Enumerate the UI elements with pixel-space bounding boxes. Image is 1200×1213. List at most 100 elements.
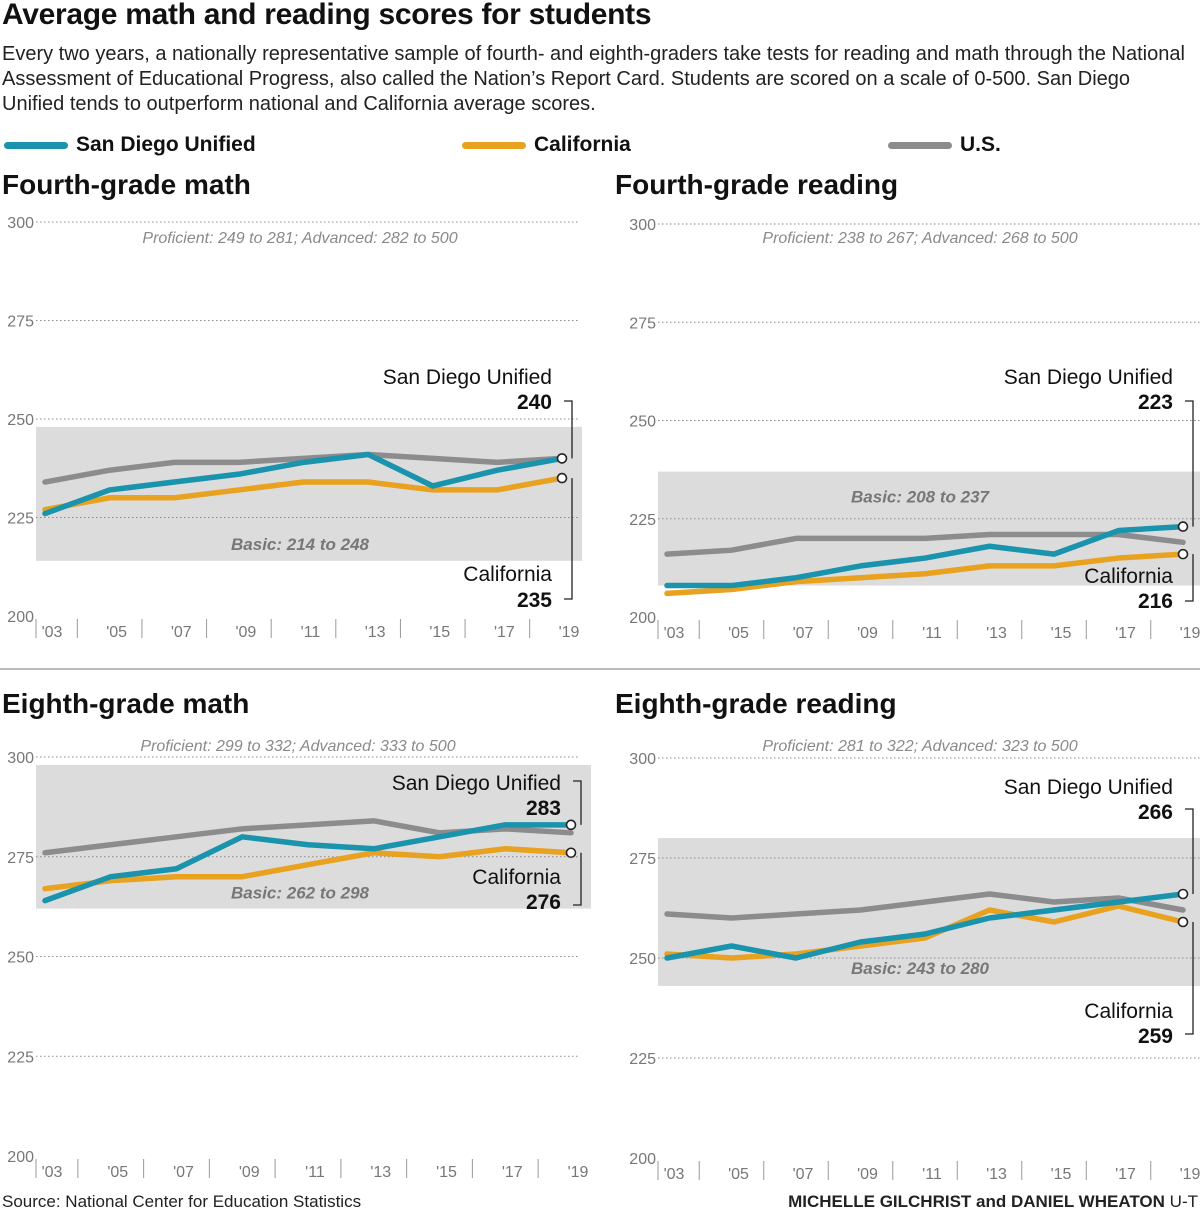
end-marker-san-diego-unified	[556, 453, 568, 464]
end-label-value: 223	[1138, 391, 1173, 414]
x-tick-label: '11	[922, 1166, 942, 1183]
panel-title-4th-math: Fourth-grade math	[2, 169, 251, 200]
credit-org: U-T	[1169, 1192, 1198, 1211]
page-title: Average math and reading scores for stud…	[2, 0, 652, 31]
basic-band-label: Basic: 262 to 298	[231, 884, 370, 903]
y-tick-label: 250	[629, 414, 656, 431]
basic-band	[36, 426, 582, 561]
y-tick-label: 225	[7, 511, 34, 528]
x-tick-label: '09	[857, 1166, 878, 1183]
x-tick-label: '15	[436, 1164, 457, 1181]
y-tick-label: 275	[629, 315, 656, 332]
legend-label: California	[534, 133, 631, 156]
source-note: Source: National Center for Education St…	[2, 1192, 362, 1211]
end-label-value: 283	[526, 797, 561, 820]
series-line-california	[664, 551, 1186, 597]
x-tick-label: '03	[42, 624, 63, 641]
x-tick-label: '03	[664, 1166, 685, 1183]
y-tick-label: 200	[629, 610, 656, 627]
x-tick-label: '05	[728, 625, 749, 642]
series-line-california	[42, 475, 565, 513]
x-tick-label: '11	[305, 1164, 325, 1181]
chart-panel-fourth-grade-reading: 200 225 250 275 300 '03 '05 '07 '09 '11 '13 '15 '17 '…	[629, 217, 1200, 642]
x-tick-label: '11	[922, 625, 942, 642]
section-divider	[0, 668, 1200, 670]
x-tick-label: '09	[239, 1164, 260, 1181]
label-leader-san-diego-unified	[1185, 400, 1194, 527]
label-leader-california	[573, 852, 582, 906]
x-tick-label: '15	[1051, 1166, 1072, 1183]
x-tick-label: '05	[107, 1164, 128, 1181]
y-tick-label: 250	[629, 951, 656, 968]
legend-swatch-san-diego	[4, 141, 68, 149]
x-tick-label: '11	[301, 624, 321, 641]
end-label-value: 240	[517, 391, 552, 414]
end-marker-san-diego-unified	[565, 819, 577, 831]
label-leader-california	[1185, 922, 1194, 1035]
end-label-value: 216	[1138, 590, 1173, 613]
end-label-name: San Diego Unified	[1004, 776, 1173, 799]
end-label-value: 276	[526, 891, 561, 914]
end-marker-california	[1177, 548, 1189, 560]
legend-label: U.S.	[960, 133, 1001, 156]
credit-line: MICHELLE GILCHRIST and DANIEL WHEATON U-…	[788, 1192, 1198, 1212]
series-line-san-diego-unified	[664, 523, 1186, 589]
y-tick-label: 300	[7, 750, 34, 767]
y-tick-label: 200	[7, 609, 34, 626]
x-tick-label: '17	[1115, 1166, 1136, 1183]
proficient-note: Proficient: 249 to 281; Advanced: 282 to…	[142, 230, 457, 247]
x-tick-label: '05	[106, 624, 127, 641]
end-marker-california	[565, 847, 577, 859]
y-tick-label: 200	[629, 1151, 656, 1168]
y-tick-label: 275	[629, 851, 656, 868]
y-tick-label: 250	[7, 950, 34, 967]
y-tick-label: 225	[629, 512, 656, 529]
end-label-name: California	[472, 866, 561, 889]
legend-swatch-california	[462, 141, 526, 149]
y-tick-label: 275	[7, 314, 34, 331]
series-line-san-diego-unified	[664, 891, 1186, 961]
series-line-san-diego-unified	[42, 822, 574, 904]
x-tick-label: '17	[1115, 625, 1136, 642]
end-marker-san-diego-unified	[1177, 521, 1189, 532]
basic-band	[658, 471, 1200, 586]
end-label-value: 259	[1138, 1025, 1173, 1048]
series-line-u-s	[664, 891, 1186, 921]
basic-band	[36, 764, 591, 909]
x-tick-label: '13	[986, 625, 1007, 642]
end-label-name: California	[1084, 1000, 1173, 1023]
series-line-u-s	[664, 531, 1186, 557]
series-line-california	[42, 846, 574, 892]
label-leader-san-diego-unified	[1185, 808, 1194, 894]
y-tick-label: 300	[629, 217, 656, 234]
end-label-name: San Diego Unified	[392, 772, 561, 795]
y-tick-label: 225	[7, 1049, 34, 1066]
basic-band-label: Basic: 243 to 280	[851, 959, 990, 978]
x-tick-label: '07	[173, 1164, 194, 1181]
end-label-name: San Diego Unified	[383, 366, 552, 389]
label-leader-san-diego-unified	[564, 400, 573, 459]
legend-swatch-us	[888, 141, 952, 149]
proficient-note: Proficient: 281 to 322; Advanced: 323 to…	[762, 738, 1077, 755]
label-leader-california	[1185, 554, 1194, 602]
legend-label: San Diego Unified	[76, 133, 256, 156]
end-label-name: San Diego Unified	[1004, 366, 1173, 389]
series-line-california	[664, 903, 1186, 961]
x-tick-label: '07	[793, 1166, 814, 1183]
end-marker-san-diego-unified	[1177, 888, 1189, 900]
x-tick-label: '13	[986, 1166, 1007, 1183]
end-marker-california	[556, 472, 568, 484]
proficient-note: Proficient: 238 to 267; Advanced: 268 to…	[762, 230, 1077, 247]
end-marker-california	[1177, 916, 1189, 928]
chart-panel-eighth-grade-math: 200 225 250 275 300 '03 '05 '07 '09 '11 '13 '15 '17 '…	[7, 738, 591, 1181]
y-tick-label: 300	[629, 751, 656, 768]
label-leader-california	[564, 478, 573, 600]
x-tick-label: '13	[370, 1164, 391, 1181]
x-tick-label: '15	[1051, 625, 1072, 642]
x-tick-label: '19	[559, 624, 580, 641]
x-tick-label: '09	[235, 624, 256, 641]
x-tick-label: '15	[429, 624, 450, 641]
panel-title-8th-reading: Eighth-grade reading	[615, 688, 897, 719]
series-line-san-diego-unified	[42, 451, 565, 517]
page-subtitle: Every two years, a nationally representa…	[2, 43, 1185, 115]
